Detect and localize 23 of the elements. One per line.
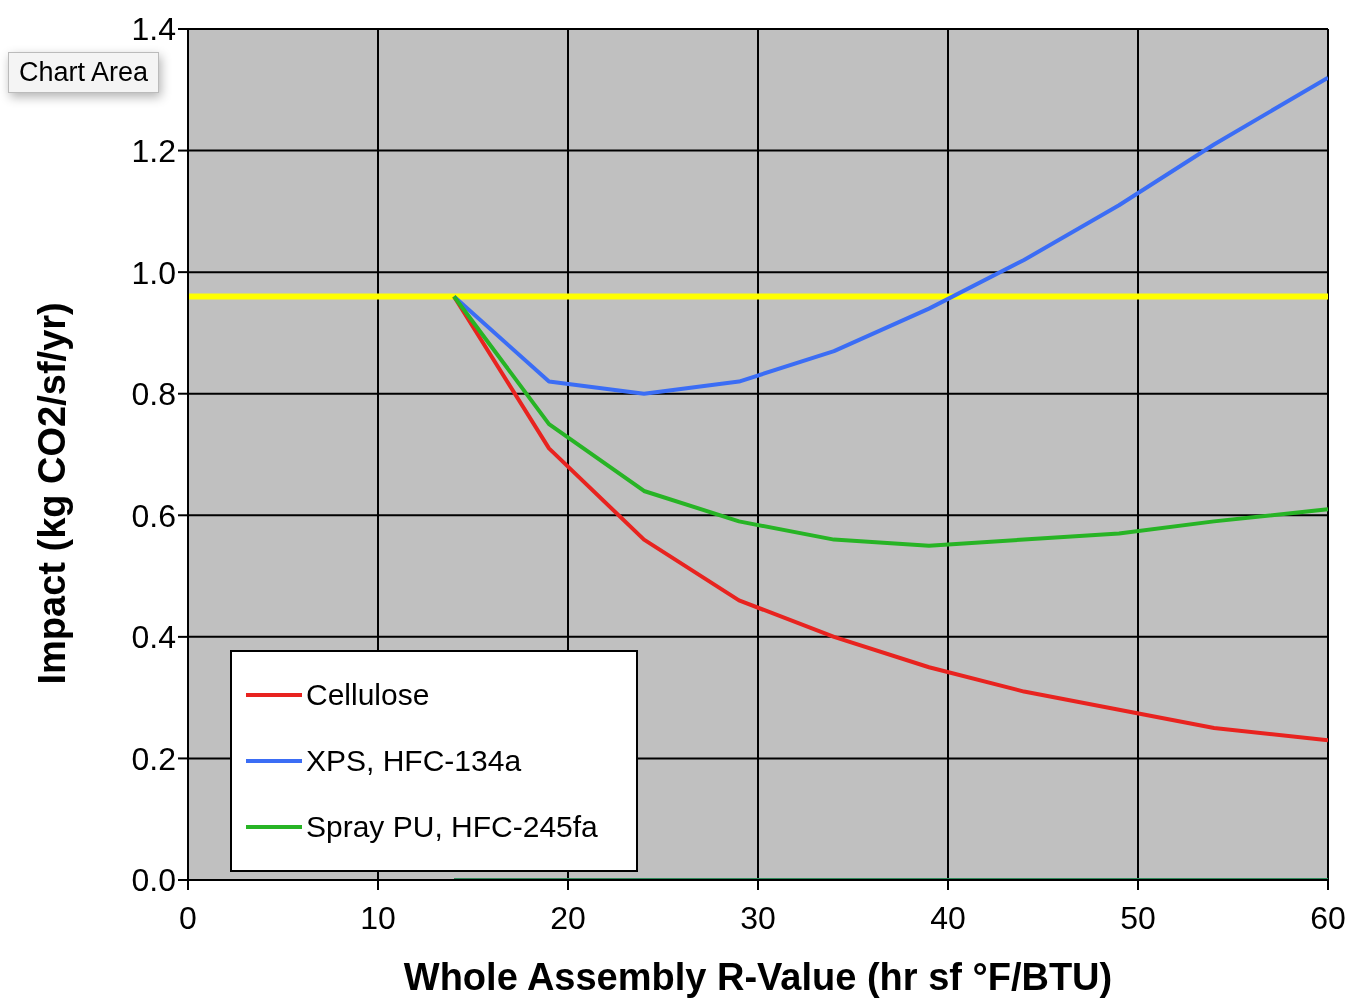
x-tick-label: 20 xyxy=(550,899,586,936)
y-tick-label: 0.0 xyxy=(131,862,176,899)
line-series xyxy=(452,294,1328,743)
y-tick-label: 0.8 xyxy=(131,376,176,413)
x-tick-label: 50 xyxy=(1120,899,1156,936)
y-tick-label: 0.4 xyxy=(131,619,176,656)
legend-label: Cellulose xyxy=(306,677,430,713)
x-axis-title: Whole Assembly R-Value (hr sf °F/BTU) xyxy=(403,956,1113,998)
x-tick-label: 30 xyxy=(740,899,776,936)
line-series xyxy=(452,294,1328,548)
x-tick-label: 40 xyxy=(930,899,966,936)
y-tick-label: 1.4 xyxy=(131,11,176,48)
y-tick-label: 1.0 xyxy=(131,254,176,291)
legend-label: XPS, HFC-134a xyxy=(306,743,522,779)
x-tick-label: 0 xyxy=(179,899,197,936)
y-tick-label: 1.2 xyxy=(131,132,176,169)
y-axis-title: Impact (kg CO2/sf/yr) xyxy=(31,302,74,685)
x-tick-label: 60 xyxy=(1310,899,1346,936)
y-tick-label: 0.2 xyxy=(131,740,176,777)
legend-label: Spray PU, HFC-245fa xyxy=(306,809,598,845)
y-tick-label: 0.6 xyxy=(131,497,176,534)
text: Chart Area xyxy=(8,52,160,93)
x-tick-label: 10 xyxy=(360,899,396,936)
